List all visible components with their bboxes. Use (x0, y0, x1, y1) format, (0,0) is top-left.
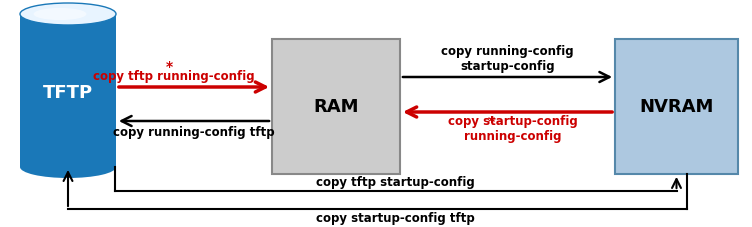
Text: copy running-config tftp: copy running-config tftp (114, 126, 274, 138)
Ellipse shape (20, 4, 116, 26)
Bar (20, 15, 116, 167)
Bar (615, 40, 738, 174)
Text: copy tftp startup-config: copy tftp startup-config (317, 175, 475, 188)
Text: copy running-config
startup-config: copy running-config startup-config (441, 45, 574, 73)
Text: *: * (166, 60, 173, 74)
Bar (272, 40, 400, 174)
Text: copy tftp running-config: copy tftp running-config (93, 70, 255, 83)
Text: RAM: RAM (314, 98, 359, 116)
Ellipse shape (34, 9, 86, 21)
Text: NVRAM: NVRAM (639, 98, 714, 116)
Text: *: * (487, 114, 495, 128)
Text: copy startup-config
running-config: copy startup-config running-config (447, 114, 578, 142)
Ellipse shape (20, 156, 116, 178)
Text: copy startup-config tftp: copy startup-config tftp (317, 211, 475, 224)
Text: TFTP: TFTP (43, 84, 93, 102)
